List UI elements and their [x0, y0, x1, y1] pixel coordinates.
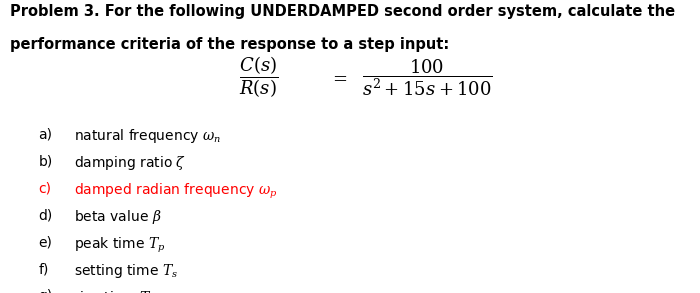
Text: e): e): [38, 235, 52, 249]
Text: beta value $\beta$: beta value $\beta$: [74, 208, 161, 226]
Text: natural frequency $\omega_n$: natural frequency $\omega_n$: [74, 127, 220, 145]
Text: f): f): [38, 262, 49, 276]
Text: Problem 3. For the following UNDERDAMPED second order system, calculate the: Problem 3. For the following UNDERDAMPED…: [10, 4, 676, 19]
Text: damped radian frequency $\omega_p$: damped radian frequency $\omega_p$: [74, 181, 277, 201]
Text: b): b): [38, 154, 52, 168]
Text: damping ratio $\zeta$: damping ratio $\zeta$: [74, 154, 186, 172]
Text: $\dfrac{C(s)}{R(s)}$: $\dfrac{C(s)}{R(s)}$: [239, 55, 279, 100]
Text: rise time $T_r$: rise time $T_r$: [74, 289, 155, 293]
Text: c): c): [38, 181, 52, 195]
Text: $\dfrac{100}{s^2+15s+100}$: $\dfrac{100}{s^2+15s+100}$: [362, 57, 492, 98]
Text: setting time $T_s$: setting time $T_s$: [74, 262, 178, 280]
Text: performance criteria of the response to a step input:: performance criteria of the response to …: [10, 37, 449, 52]
Text: g): g): [38, 289, 52, 293]
Text: d): d): [38, 208, 52, 222]
Text: $=$: $=$: [329, 69, 347, 87]
Text: a): a): [38, 127, 52, 142]
Text: peak time $T_p$: peak time $T_p$: [74, 235, 164, 255]
